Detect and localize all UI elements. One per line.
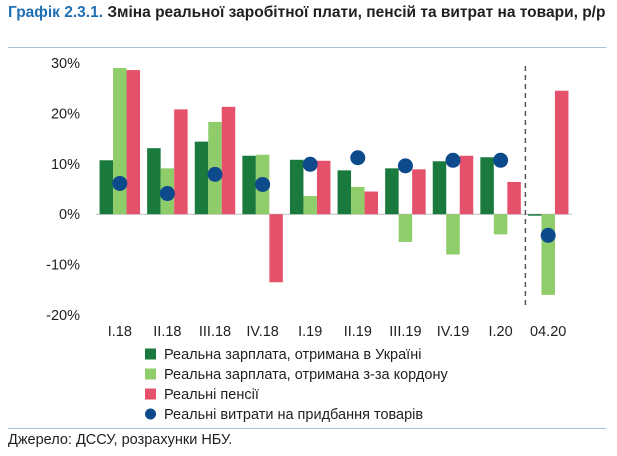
data-point <box>445 152 461 168</box>
bar <box>554 90 569 215</box>
bar <box>493 214 508 235</box>
legend-marker <box>145 408 156 420</box>
data-point <box>207 166 223 182</box>
top-divider <box>8 47 606 48</box>
y-tick-label: 20% <box>51 106 80 122</box>
bar <box>147 148 161 215</box>
bar <box>432 161 447 215</box>
y-tick-label: 30% <box>51 56 80 72</box>
legend-swatch <box>145 368 156 380</box>
bar <box>269 214 283 283</box>
chart-area: -20% -10% 0% 10% 20% 30% I.18 II.18 III.18 IV.18 I… <box>46 56 572 423</box>
x-tick-label: I.20 <box>489 324 513 340</box>
bar <box>242 155 256 215</box>
bar <box>316 160 331 215</box>
bottom-divider <box>8 428 606 429</box>
bar <box>541 214 555 295</box>
figure-number: Графік 2.3.1. <box>8 4 103 21</box>
data-point <box>540 227 556 243</box>
bar <box>364 191 379 215</box>
bar <box>126 70 141 215</box>
bar <box>527 214 542 216</box>
bar <box>385 168 399 215</box>
legend-label: Реальні витрати на придбання товарів <box>164 407 423 423</box>
bar <box>446 214 460 255</box>
figure-title: Зміна реальної заробітної плати, пенсій … <box>107 4 606 21</box>
data-point <box>112 175 128 191</box>
legend-swatch <box>145 388 156 400</box>
bar <box>412 169 426 215</box>
data-point <box>159 186 175 202</box>
chart-title: Графік 2.3.1. Зміна реальної заробітної … <box>8 2 608 23</box>
data-point <box>493 152 509 168</box>
bar <box>113 68 127 215</box>
x-tick-label: II.18 <box>153 324 181 340</box>
x-tick-label: III.18 <box>199 324 231 340</box>
x-tick-label: III.19 <box>389 324 421 340</box>
y-tick-label: -10% <box>46 258 80 274</box>
data-point <box>255 176 271 192</box>
x-tick-label: IV.18 <box>246 324 279 340</box>
legend-label: Реальні пенсії <box>164 387 259 403</box>
x-tick-label: 04.20 <box>530 324 566 340</box>
bar <box>459 155 474 215</box>
data-point <box>397 158 413 174</box>
bar <box>507 181 521 215</box>
bar <box>99 160 114 215</box>
bar <box>221 106 236 215</box>
y-tick-label: -20% <box>46 308 80 324</box>
x-tick-label: I.18 <box>108 324 132 340</box>
legend-swatch <box>145 348 156 360</box>
bar <box>337 170 352 215</box>
x-tick-label: IV.19 <box>437 324 470 340</box>
x-tick-label: I.19 <box>298 324 322 340</box>
data-point <box>302 156 318 172</box>
bar <box>480 157 494 215</box>
bar <box>194 141 209 215</box>
y-tick-label: 10% <box>51 157 80 173</box>
legend-label: Реальна зарплата, отримана в Україні <box>164 347 421 363</box>
y-tick-label: 0% <box>59 207 80 223</box>
bar <box>289 159 304 215</box>
legend-label: Реальна зарплата, отримана з-за кордону <box>164 367 448 383</box>
data-point <box>350 150 366 166</box>
bar <box>174 109 188 215</box>
x-tick-label: II.19 <box>344 324 372 340</box>
bar <box>398 214 413 242</box>
bar <box>303 196 317 215</box>
bar <box>351 186 365 215</box>
source-note: Джерело: ДССУ, розрахунки НБУ. <box>8 432 233 448</box>
